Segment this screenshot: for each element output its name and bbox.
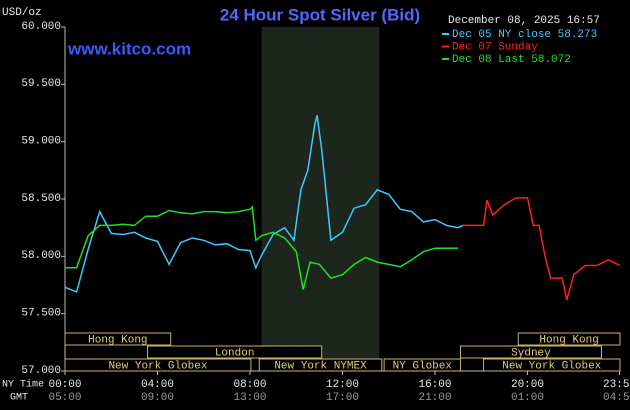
session-label: New York Globex	[502, 360, 601, 372]
session-box	[64, 332, 172, 346]
x-axis-label: NY Time	[2, 379, 44, 391]
session-label: NY Globex	[393, 360, 453, 372]
series-line	[64, 115, 464, 293]
y-tick-label: 60.000	[21, 21, 61, 33]
legend-label: Dec 07 Sunday	[452, 41, 538, 53]
y-tick-label: 57.500	[21, 308, 61, 320]
series-line	[65, 205, 459, 290]
series-line	[462, 197, 621, 301]
x-tick-label: 12:00	[326, 379, 359, 391]
session-box	[483, 358, 621, 372]
x-tick-label: 20:00	[511, 379, 544, 391]
x2-tick-label: 09:00	[141, 392, 174, 404]
session-label: New York NYMEX	[274, 360, 367, 372]
session-box	[517, 332, 621, 346]
x2-axis-label: GMT	[10, 393, 28, 404]
x-tick-label: 04:00	[141, 379, 174, 391]
x-tick-label: 00:00	[48, 379, 81, 391]
session-box	[383, 358, 461, 372]
y-tick-label: 58.500	[21, 193, 61, 205]
legend-label: Dec 08 Last 58.072	[452, 54, 571, 66]
session-box	[147, 345, 323, 359]
x2-tick-label: 04:59	[603, 392, 630, 404]
y-tick-label: 57.000	[21, 365, 61, 377]
x-tick-label: 23:59	[603, 379, 630, 391]
y-tick-label: 58.000	[21, 250, 61, 262]
session-box	[459, 345, 602, 359]
x2-tick-label: 17:00	[326, 392, 359, 404]
x2-tick-label: 05:00	[48, 392, 81, 404]
legend-label: Dec 05 NY close 58.273	[452, 29, 597, 41]
chart-title: 24 Hour Spot Silver (Bid)	[220, 5, 420, 24]
session-label: Hong Kong	[88, 334, 147, 346]
session-label: Sydney	[511, 347, 551, 359]
y-tick-label: 59.500	[21, 78, 61, 90]
x2-tick-label: 01:00	[511, 392, 544, 404]
session-box	[64, 358, 252, 372]
x-tick-label: 08:00	[233, 379, 266, 391]
y-tick-label: 59.000	[21, 136, 61, 148]
timestamp: December 08, 2025 16:57	[448, 15, 600, 27]
session-label: London	[215, 347, 255, 359]
session-label: New York Globex	[108, 360, 207, 372]
x2-tick-label: 21:00	[418, 392, 451, 404]
x2-tick-label: 13:00	[233, 392, 266, 404]
y-axis-label: USD/oz	[2, 7, 42, 19]
subtitle: www.kitco.com	[67, 39, 191, 58]
shaded-session	[261, 27, 380, 371]
session-box	[258, 358, 383, 372]
session-label: Hong Kong	[539, 334, 598, 346]
x-tick-label: 16:00	[418, 379, 451, 391]
